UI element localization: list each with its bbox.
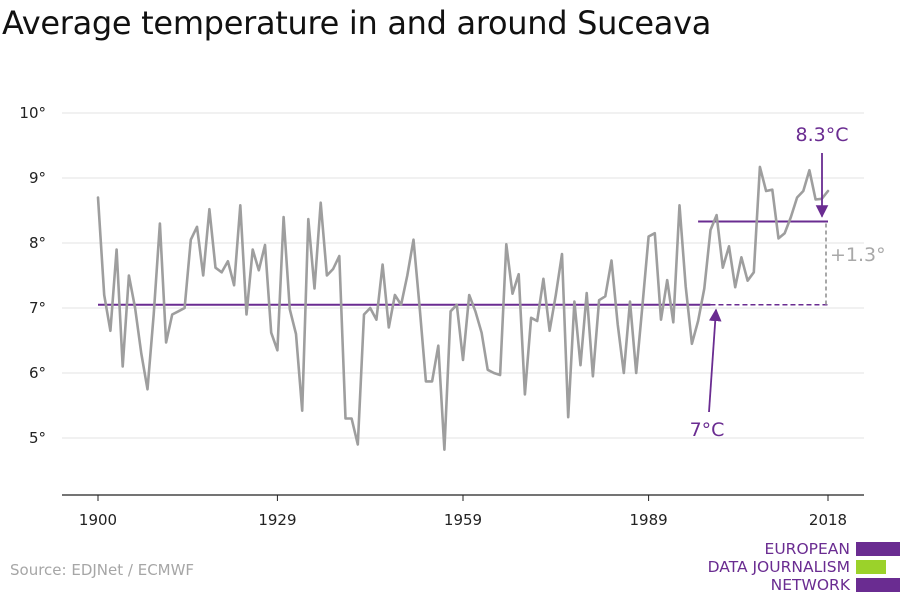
logo-bar-green	[856, 560, 900, 574]
edjnet-logo[interactable]: EUROPEAN DATA JOURNALISM NETWORK	[700, 540, 900, 596]
baseline-annotation-arrow	[708, 308, 722, 413]
x-tick-label-1900: 1900	[79, 511, 117, 529]
y-tick-label-5: 5°	[29, 429, 46, 447]
y-tick-label-7: 7°	[29, 299, 46, 317]
logo-line-network: NETWORK	[770, 576, 850, 594]
source-note: Source: EDJNet / ECMWF	[10, 561, 195, 579]
x-tick-label-1929: 1929	[258, 511, 296, 529]
x-tick-label-1989: 1989	[629, 511, 667, 529]
x-tick-label-2018: 2018	[809, 511, 847, 529]
recent-annotation-label: 8.3°C	[796, 124, 849, 146]
y-tick-label-6: 6°	[29, 364, 46, 382]
difference-label: +1.3°	[830, 244, 886, 266]
logo-line-data-journalism: DATA JOURNALISM	[707, 558, 850, 576]
chart-title: Average temperature in and around Suceav…	[2, 4, 712, 42]
temperature-series-line	[96, 165, 830, 452]
logo-line-european: EUROPEAN	[764, 540, 850, 558]
y-tick-label-10: 10°	[19, 104, 46, 122]
baseline-annotation-label: 7°C	[690, 419, 725, 441]
y-tick-label-8: 8°	[29, 234, 46, 252]
logo-bar-purple-2	[856, 578, 900, 592]
x-tick-label-1959: 1959	[444, 511, 482, 529]
logo-bar-purple-1	[856, 542, 900, 556]
y-tick-label-9: 9°	[29, 169, 46, 187]
